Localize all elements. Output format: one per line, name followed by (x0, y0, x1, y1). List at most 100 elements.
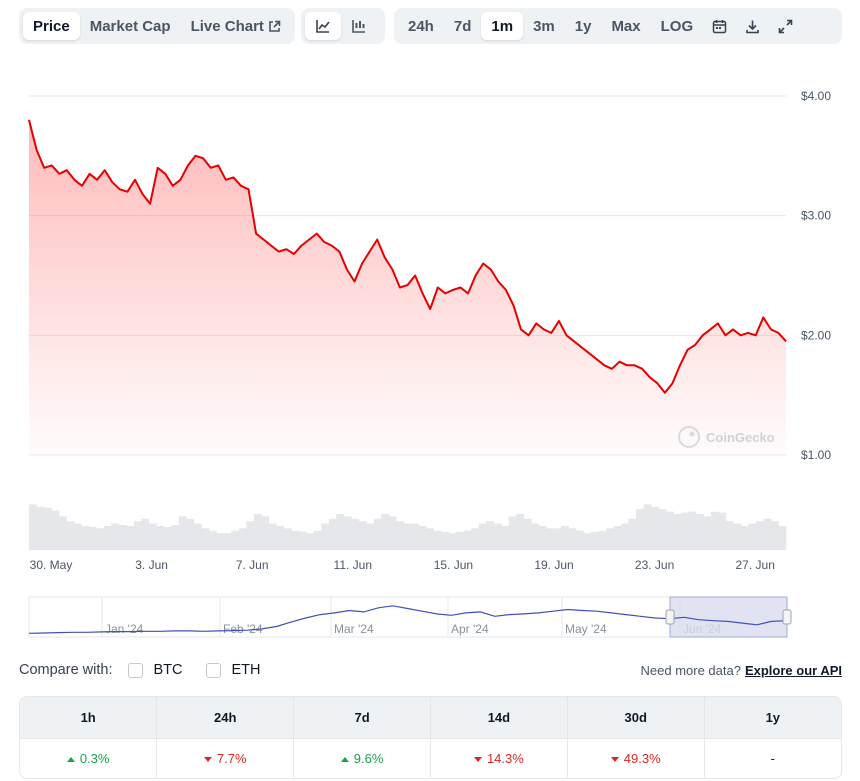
x-tick-label: 30. May (30, 558, 73, 572)
volume-bar (546, 528, 554, 550)
performance-cell: 9.6% (293, 737, 431, 778)
volume-bars (29, 504, 787, 550)
range-group: 24h 7d 1m 3m 1y Max LOG (394, 8, 842, 44)
compare-btc-checkbox[interactable] (128, 662, 144, 678)
fullscreen-button[interactable] (769, 12, 802, 40)
x-tick-label: 27. Jun (736, 558, 775, 572)
price-area (29, 119, 786, 456)
volume-bar (133, 521, 142, 550)
volume-bar (523, 518, 532, 550)
watermark-text: CoinGecko (706, 430, 775, 445)
chart-toolbar: Price Market Cap Live Chart 24h 7d 1m 3m… (0, 0, 860, 52)
compare-eth-label: ETH (231, 662, 261, 678)
volume-bar (298, 531, 307, 550)
log-scale-label: LOG (660, 17, 694, 35)
performance-cell: 49.3% (567, 737, 705, 778)
volume-bar (118, 525, 127, 550)
volume-bar (208, 530, 217, 550)
volume-bar (223, 533, 232, 550)
volume-bar (508, 516, 517, 550)
volume-bar (703, 516, 712, 550)
performance-cell: 0.3% (20, 737, 158, 778)
price-line (28, 119, 787, 394)
external-link-icon (268, 20, 281, 33)
compare-btc[interactable]: BTC (128, 662, 182, 678)
performance-cell: - (704, 737, 841, 778)
x-tick-label: 15. Jun (434, 558, 473, 572)
volume-bar (201, 528, 210, 550)
navigator-frame (28, 596, 788, 638)
navigator-line (28, 605, 787, 634)
volume-bar (561, 526, 569, 550)
range-1y[interactable]: 1y (565, 12, 602, 40)
volume-bar (471, 528, 479, 550)
x-tick-label: 23. Jun (635, 558, 674, 572)
volume-bar (748, 523, 757, 550)
volume-bar (96, 528, 105, 550)
volume-bar (328, 518, 337, 550)
more-data-text: Need more data? Explore our API (641, 663, 843, 678)
tab-live-chart[interactable]: Live Chart (181, 12, 291, 40)
volume-bar (238, 528, 247, 550)
range-24h[interactable]: 24h (398, 12, 444, 40)
line-chart-button[interactable] (305, 12, 341, 40)
volume-bar (606, 528, 614, 550)
volume-bar (51, 510, 60, 550)
tab-price[interactable]: Price (23, 12, 80, 40)
log-scale-toggle[interactable]: LOG (651, 12, 704, 40)
performance-value-row: 0.3% 7.7% 9.6% 14.3% 49.3% - (20, 737, 841, 778)
volume-bar (553, 528, 562, 550)
range-3m[interactable]: 3m (523, 12, 565, 40)
volume-bar (36, 506, 45, 550)
range-1y-label: 1y (574, 17, 592, 35)
volume-bar (516, 514, 524, 550)
navigator-handle-right[interactable] (782, 609, 792, 625)
tab-price-label: Price (33, 17, 70, 35)
volume-bar (456, 531, 464, 550)
volume-bar (643, 504, 652, 550)
volume-bar (313, 530, 322, 550)
navigator-handle-left[interactable] (665, 609, 675, 625)
range-7d[interactable]: 7d (444, 12, 482, 40)
volume-bar (688, 511, 697, 550)
volume-bar (711, 511, 719, 550)
volume-bar (306, 533, 315, 550)
candlestick-chart-button[interactable] (341, 12, 377, 40)
volume-bar (381, 514, 390, 550)
navigator-selection[interactable] (669, 596, 788, 638)
compare-btc-label: BTC (153, 662, 183, 678)
volume-bar (403, 523, 412, 550)
download-icon (745, 19, 760, 34)
range-max[interactable]: Max (601, 12, 650, 40)
volume-bar (216, 533, 225, 550)
volume-bar (778, 526, 787, 550)
volume-bar (44, 507, 52, 550)
caret-up-icon (66, 756, 75, 762)
volume-bar (733, 523, 742, 550)
range-1m-label: 1m (491, 17, 514, 35)
range-3m-label: 3m (533, 17, 555, 35)
volume-bar (388, 516, 397, 550)
range-1m[interactable]: 1m (481, 12, 524, 40)
compare-eth[interactable]: ETH (206, 662, 260, 678)
y-tick-label: $2.00 (801, 328, 831, 342)
calendar-button[interactable] (703, 12, 736, 40)
volume-bar (81, 526, 90, 550)
volume-bar (163, 527, 172, 550)
compare-row: Compare with: BTC ETH Need more data? Exp… (19, 660, 842, 680)
volume-bar (89, 527, 97, 550)
y-tick-label: $4.00 (801, 89, 831, 103)
price-chart[interactable]: $4.00 $3.00 $2.00 $1.00 CoinGecko 30. May 3.… (0, 60, 860, 645)
volume-bar (59, 516, 67, 550)
performance-value: 0.3% (79, 750, 110, 766)
download-button[interactable] (736, 12, 769, 40)
compare-eth-checkbox[interactable] (206, 662, 222, 678)
volume-bar (673, 514, 682, 550)
explore-api-link[interactable]: Explore our API (744, 662, 842, 678)
navigator-label: May '24 (565, 622, 607, 636)
volume-bar (343, 516, 352, 550)
tab-market-cap[interactable]: Market Cap (80, 12, 181, 40)
volume-bar (493, 523, 502, 550)
x-tick-label: 11. Jun (334, 558, 372, 572)
